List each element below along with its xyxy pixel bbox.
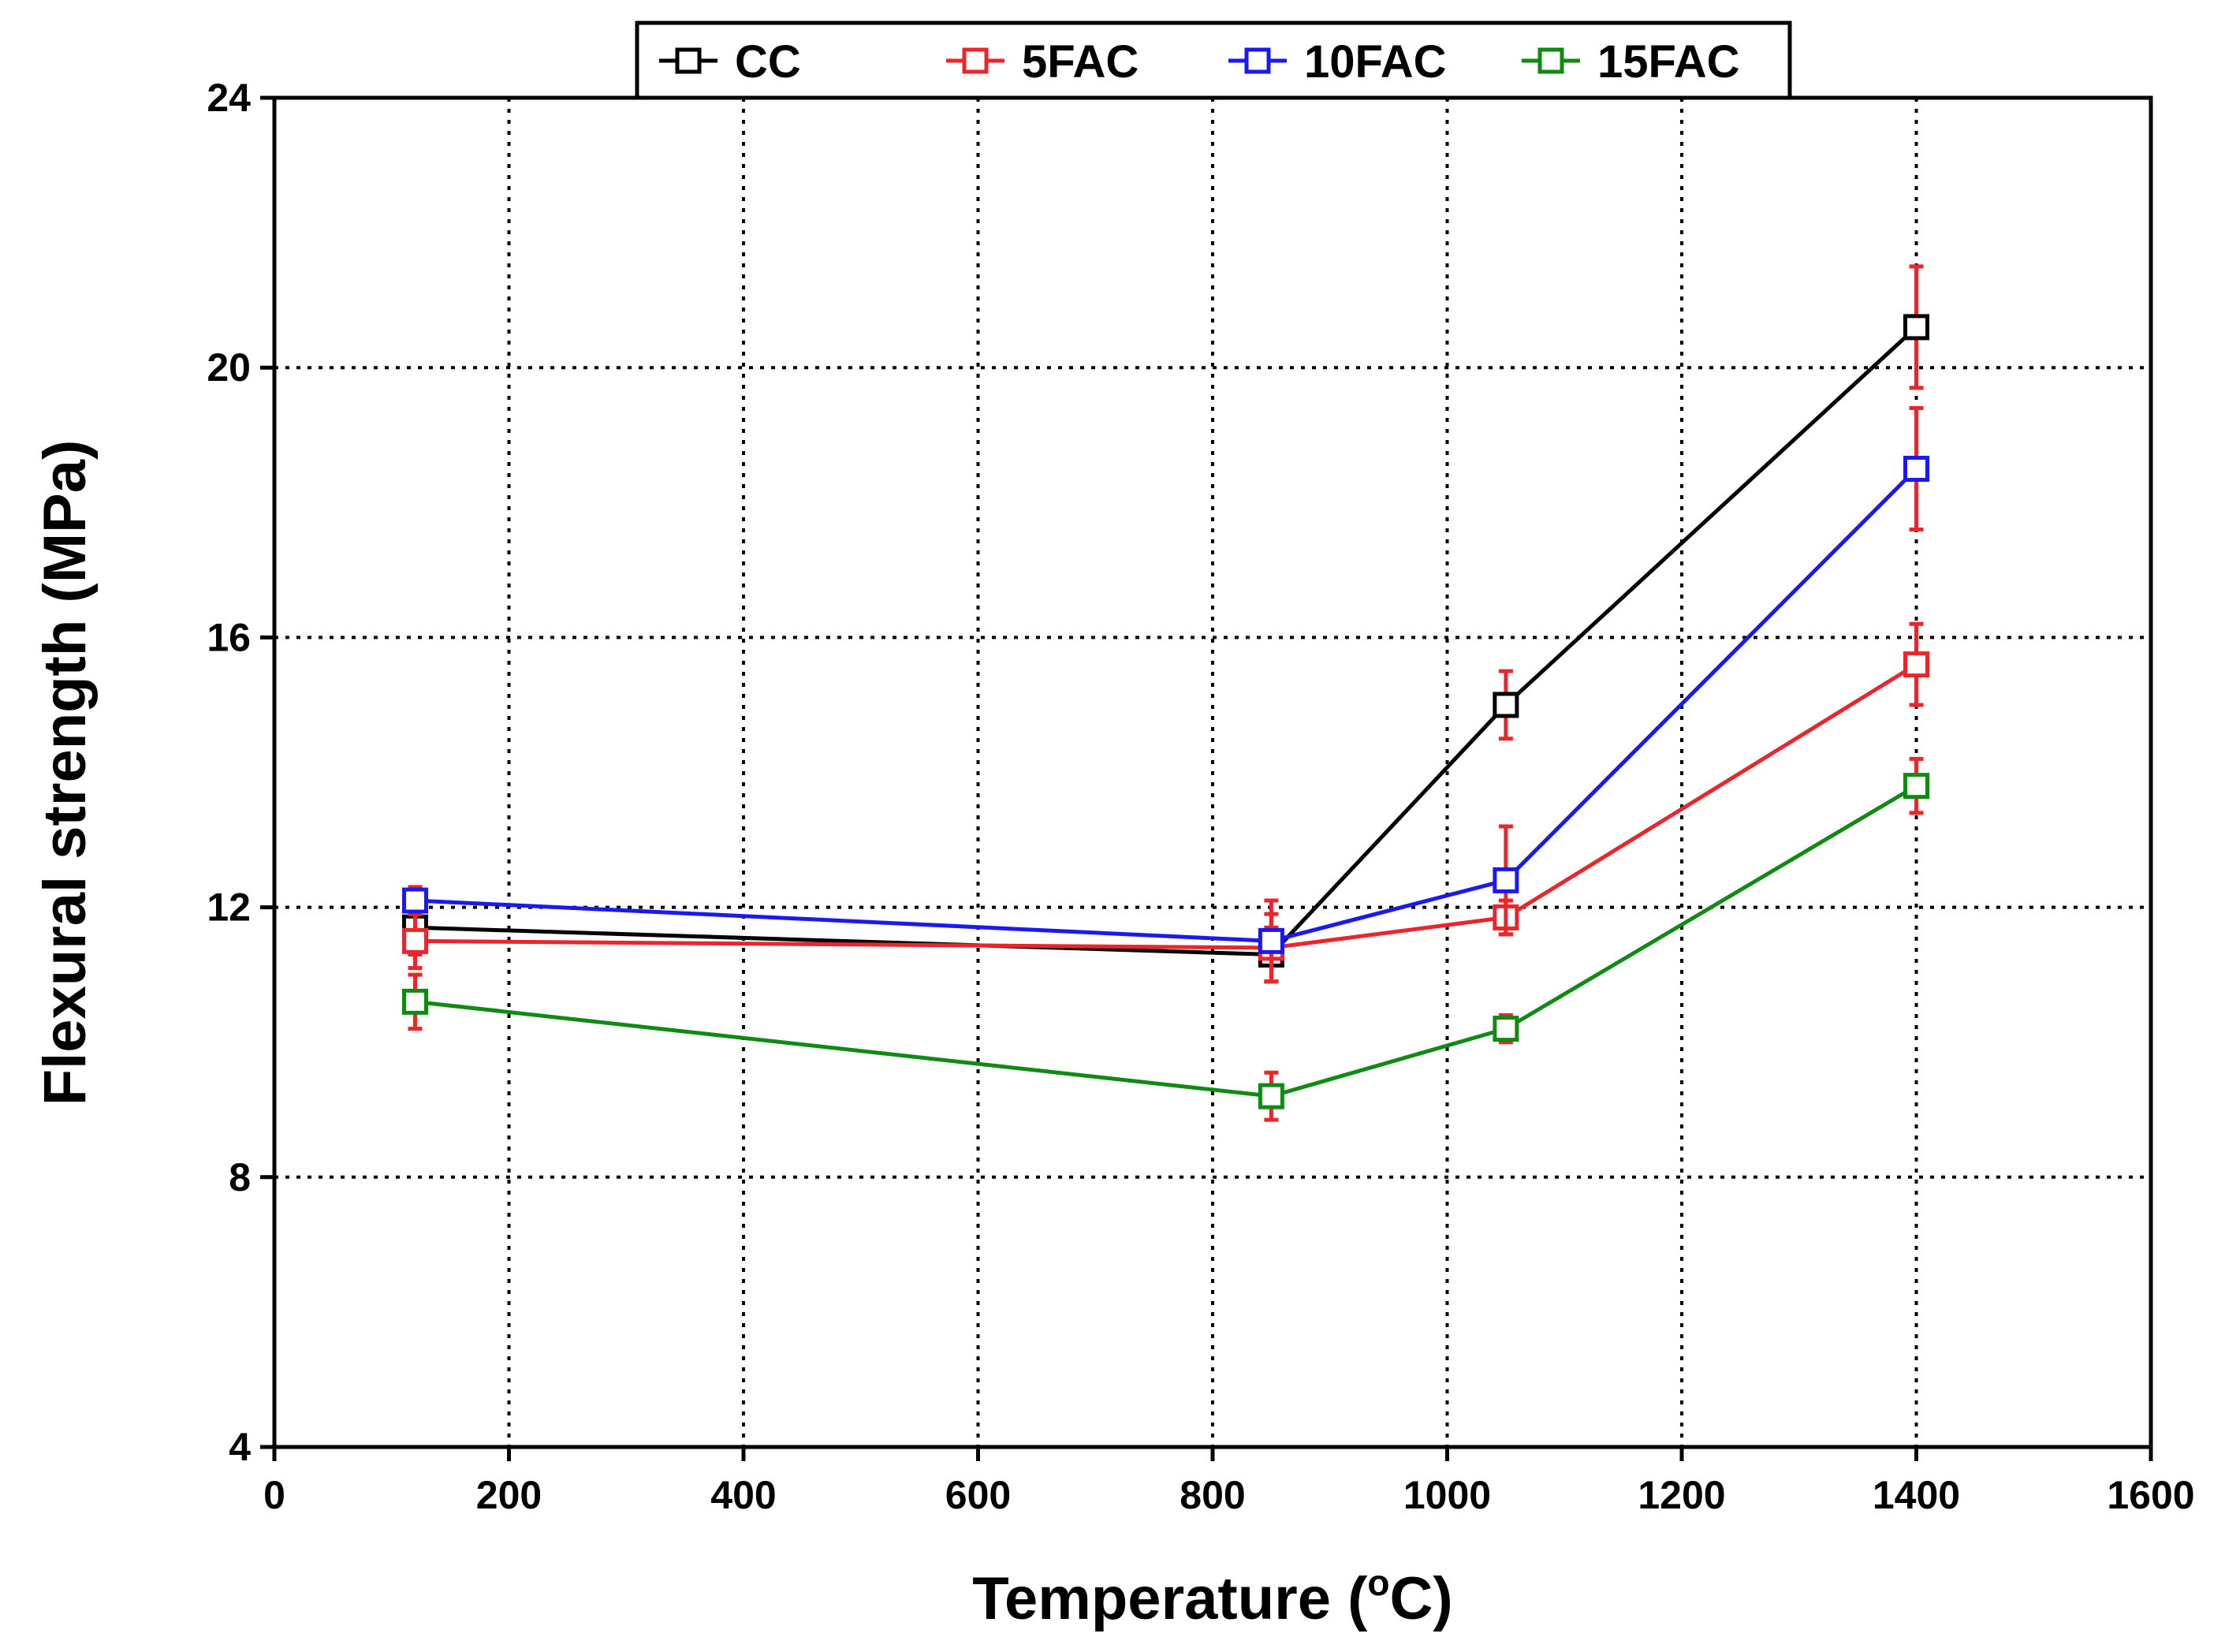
axis-ticks: 0 200 400 600 800 1000 1200 1400 1600 4 8 12 16 20 24 [207,76,2194,1517]
data-point-10FAC [402,887,428,914]
x-tick-label: 800 [1180,1473,1245,1517]
x-tick-label: 1400 [1873,1473,1960,1517]
legend: CC 5FAC 10FAC 15FAC [635,21,1792,100]
series-line-5FAC [415,662,1918,950]
x-axis-title-tail: C) [1390,1565,1453,1632]
legend-label-15FAC: 15FAC [1597,36,1740,88]
data-point-10FAC [1493,867,1519,893]
x-tick-label: 400 [710,1473,776,1517]
y-tick-label: 8 [229,1155,251,1199]
y-tick-label: 16 [207,615,251,659]
data-point-CC [1493,692,1519,718]
x-tick-label: 1600 [2107,1473,2194,1517]
series-line-15FAC [415,784,1918,1098]
data-point-5FAC [1903,651,1929,678]
legend-label-10FAC: 10FAC [1304,36,1447,88]
y-tick-label: 12 [207,886,251,930]
x-tick-label: 200 [476,1473,542,1517]
x-tick-label: 1200 [1638,1473,1725,1517]
legend-marker-CC [675,47,702,74]
series-10FAC [402,406,1929,984]
x-axis-title: Temperature (oC) [972,1562,1452,1632]
legend-marker-10FAC [1244,47,1271,74]
x-tick-label: 600 [945,1473,1011,1517]
data-point-15FAC [1258,1083,1284,1109]
legend-marker-5FAC [962,47,989,74]
legend-items: CC 5FAC 10FAC 15FAC [659,36,1740,88]
data-point-10FAC [1258,927,1284,954]
series-line-10FAC [415,467,1918,943]
data-point-5FAC [402,927,428,954]
x-axis-title-main: Temperature ( [972,1565,1368,1632]
y-axis-title: Flexural strength (MPa) [32,440,99,1106]
legend-label-5FAC: 5FAC [1022,36,1139,88]
x-tick-label: 0 [263,1473,285,1517]
series-15FAC [402,756,1929,1122]
series-line-CC [415,326,1918,957]
data-point-15FAC [402,988,428,1015]
data-point-10FAC [1903,456,1929,483]
legend-box [635,21,1792,100]
y-tick-label: 4 [229,1425,251,1469]
x-tick-label: 1000 [1403,1473,1491,1517]
y-tick-label: 24 [207,76,251,120]
data-point-15FAC [1493,1016,1519,1042]
x-axis-title-superscript: o [1367,1562,1389,1603]
legend-label-CC: CC [735,36,801,88]
legend-marker-15FAC [1537,47,1564,74]
series-layer [402,264,1929,1122]
data-point-CC [1903,314,1929,341]
y-tick-label: 20 [207,345,251,390]
data-point-15FAC [1903,773,1929,800]
